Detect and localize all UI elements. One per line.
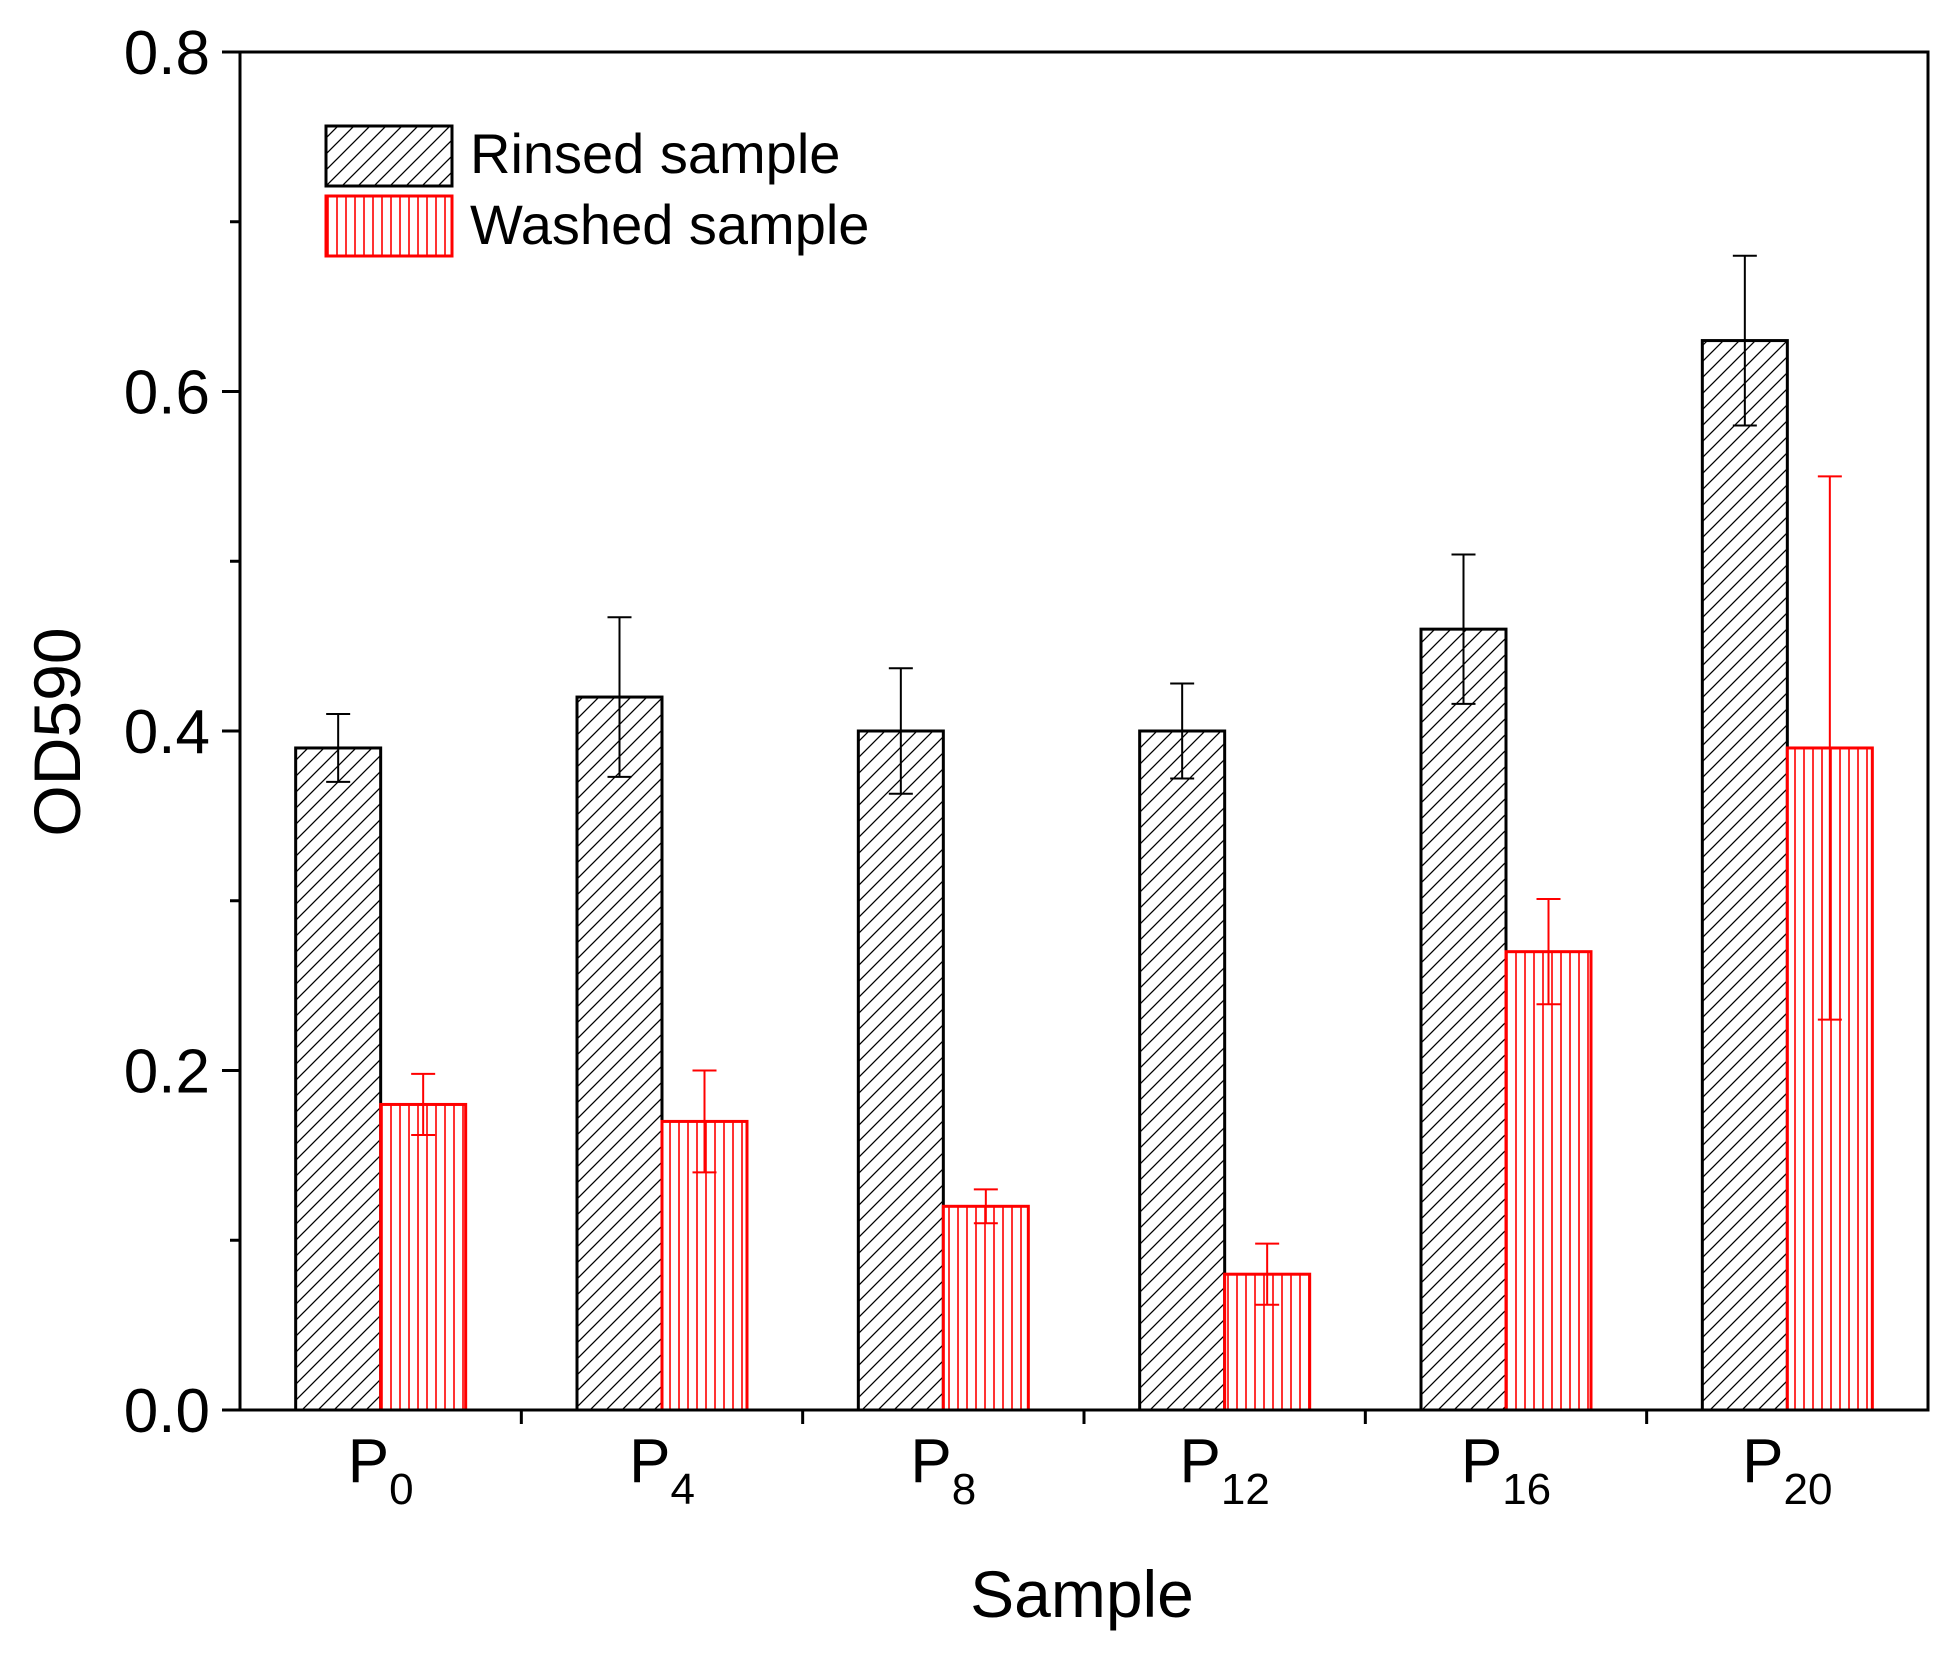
y-tick-label: 0.2 xyxy=(124,1038,210,1107)
error-bar-rinsed-P20 xyxy=(1732,254,1757,427)
bar-rinsed-P12 xyxy=(1138,729,1227,1412)
error-bar-washed-P12 xyxy=(1255,1242,1280,1306)
bar-rinsed-P20 xyxy=(1700,339,1789,1412)
bars-group xyxy=(294,339,1874,1412)
error-bar-washed-P4 xyxy=(692,1069,717,1174)
legend-label-washed: Washed sample xyxy=(470,193,869,256)
legend: Rinsed sample Washed sample xyxy=(324,122,869,258)
bar-washed-P16 xyxy=(1504,950,1593,1412)
x-tick-label-P12: P12 xyxy=(1180,1427,1270,1514)
error-bar-washed-P16 xyxy=(1536,898,1561,1006)
error-bar-rinsed-P16 xyxy=(1451,553,1476,705)
bar-rinsed-P4 xyxy=(575,695,664,1412)
y-axis-title: OD590 xyxy=(20,627,94,836)
bar-rinsed-P8 xyxy=(856,729,945,1412)
x-tick-label-P16: P16 xyxy=(1461,1427,1551,1514)
x-tick-label-P20: P20 xyxy=(1742,1427,1832,1514)
bar-rinsed-P0 xyxy=(294,746,383,1412)
error-bar-washed-P0 xyxy=(411,1072,436,1137)
error-bar-washed-P8 xyxy=(973,1188,998,1225)
axes-group: P0 P4 P8 P12 P16 P20 0.0 0.2 0.4 0.6 0.8 xyxy=(124,19,1930,1514)
y-tick-label: 0.0 xyxy=(124,1377,210,1446)
legend-swatch-washed xyxy=(324,194,454,258)
error-bar-rinsed-P4 xyxy=(607,616,632,778)
y-tick-label: 0.8 xyxy=(124,19,210,88)
bar-rinsed-P16 xyxy=(1419,627,1508,1412)
bar-washed-P0 xyxy=(379,1102,468,1412)
error-bar-rinsed-P12 xyxy=(1170,682,1195,780)
legend-swatch-rinsed xyxy=(324,124,454,188)
error-bars-group xyxy=(326,254,1842,1306)
error-bar-rinsed-P0 xyxy=(326,713,351,783)
error-bar-rinsed-P8 xyxy=(888,667,913,795)
legend-label-rinsed: Rinsed sample xyxy=(470,122,840,185)
y-tick-label: 0.4 xyxy=(124,698,210,767)
y-tick-label: 0.6 xyxy=(124,359,210,428)
x-tick-label-P4: P4 xyxy=(629,1427,695,1514)
x-tick-label-P8: P8 xyxy=(910,1427,976,1514)
bar-washed-P8 xyxy=(941,1204,1030,1412)
error-bar-washed-P20 xyxy=(1817,475,1842,1021)
x-tick-label-P0: P0 xyxy=(348,1427,414,1514)
x-axis-title: Sample xyxy=(970,1557,1194,1631)
